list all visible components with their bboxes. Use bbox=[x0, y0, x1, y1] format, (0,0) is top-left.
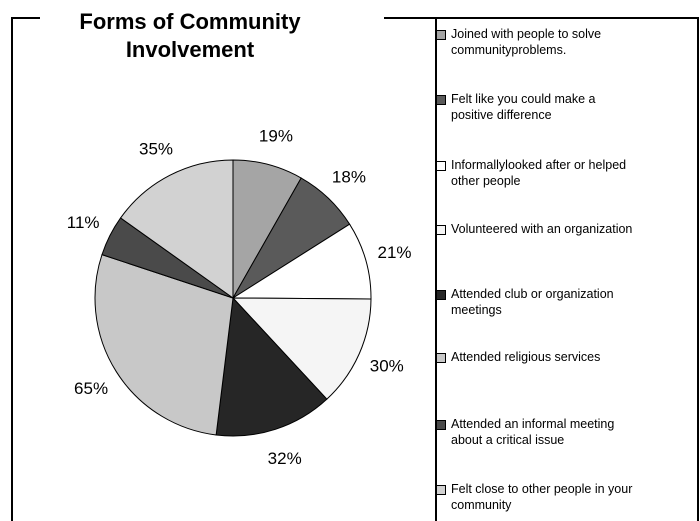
legend-label-line: Joined with people to solve bbox=[451, 27, 602, 41]
legend-label-line: Attended an informal meeting bbox=[451, 417, 615, 431]
legend: Joined with people to solve communityprob… bbox=[436, 14, 698, 521]
legend-label-line: Felt like you could make a bbox=[451, 92, 596, 106]
legend-swatch bbox=[436, 290, 446, 300]
legend-label-line: other people bbox=[451, 174, 521, 188]
chart-title-line-2: Involvement bbox=[125, 37, 255, 62]
legend-label: Felt like you could make a positive diffe… bbox=[451, 91, 596, 123]
slice-percent-label: 21% bbox=[377, 243, 411, 262]
legend-swatch bbox=[436, 225, 446, 235]
legend-item: Attended club or organization meetings bbox=[436, 286, 698, 318]
legend-label-line: Felt close to other people in your bbox=[451, 482, 633, 496]
slice-percent-label: 65% bbox=[74, 379, 108, 398]
legend-label-line: Informallylooked after or helped bbox=[451, 158, 627, 172]
chart-title-line-1: Forms of Community bbox=[79, 9, 301, 34]
slice-percent-label: 35% bbox=[139, 140, 173, 159]
chart-title: Forms of Community Involvement bbox=[40, 8, 340, 64]
legend-item: Attended an informal meeting about a crit… bbox=[436, 416, 698, 448]
legend-item: Joined with people to solve communityprob… bbox=[436, 26, 698, 58]
legend-swatch bbox=[436, 353, 446, 363]
legend-item: Attended religious services bbox=[436, 349, 698, 365]
slice-percent-label: 11% bbox=[67, 213, 100, 232]
legend-label-line: about a critical issue bbox=[451, 433, 565, 447]
legend-label: Attended an informal meeting about a crit… bbox=[451, 416, 614, 448]
pie-slice bbox=[231, 223, 372, 300]
legend-label: Volunteered with an organization bbox=[451, 221, 632, 237]
pie-slice bbox=[94, 254, 234, 436]
legend-item: Informallylooked after or helped other pe… bbox=[436, 157, 698, 189]
legend-swatch bbox=[436, 420, 446, 430]
legend-swatch bbox=[436, 161, 446, 171]
legend-label-line: community bbox=[451, 498, 512, 512]
pie-slice bbox=[231, 297, 372, 400]
legend-swatch bbox=[436, 30, 446, 40]
legend-label: Joined with people to solve communityprob… bbox=[451, 26, 601, 58]
legend-item: Felt like you could make a positive diffe… bbox=[436, 91, 698, 123]
legend-label-line: Attended religious services bbox=[451, 350, 601, 364]
legend-label: Felt close to other people in your commun… bbox=[451, 481, 632, 513]
legend-label-line: communityproblems. bbox=[451, 43, 567, 57]
legend-label: Attended religious services bbox=[451, 349, 600, 365]
legend-label-line: meetings bbox=[451, 303, 502, 317]
chart-border bbox=[11, 17, 699, 521]
legend-label-line: Attended club or organization bbox=[451, 287, 614, 301]
legend-item: Volunteered with an organization bbox=[436, 221, 698, 237]
pie-labels: 19% 18% 21% 30% 32% 65% 11% 35% bbox=[67, 127, 412, 468]
legend-label: Attended club or organization meetings bbox=[451, 286, 614, 318]
legend-label: Informallylooked after or helped other pe… bbox=[451, 157, 626, 189]
slice-percent-label: 19% bbox=[259, 127, 293, 146]
pie-chart bbox=[94, 159, 372, 437]
pie-slice bbox=[119, 159, 234, 299]
pie-slice bbox=[215, 296, 328, 437]
legend-swatch bbox=[436, 95, 446, 105]
legend-label-line: positive difference bbox=[451, 108, 552, 122]
slice-percent-label: 32% bbox=[268, 449, 302, 468]
slice-percent-label: 18% bbox=[332, 167, 366, 186]
legend-swatch bbox=[436, 485, 446, 495]
slice-percent-label: 30% bbox=[370, 357, 404, 376]
legend-label-line: Volunteered with an organization bbox=[451, 222, 633, 236]
legend-item: Felt close to other people in your commun… bbox=[436, 481, 698, 513]
